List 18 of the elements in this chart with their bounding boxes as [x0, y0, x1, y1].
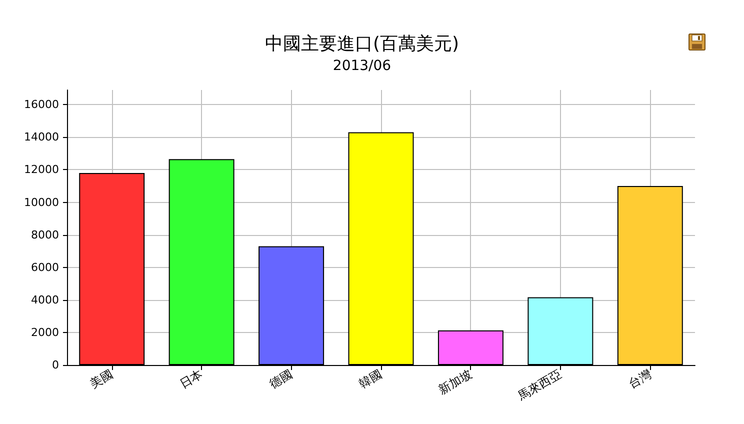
y-tick-label: 14000 [24, 130, 59, 144]
x-tick-label: 台灣 [626, 366, 654, 392]
chart-subtitle: 2013/06 [332, 58, 392, 74]
x-tick-label: 日本 [177, 366, 206, 392]
y-tick-label: 6000 [31, 260, 59, 274]
x-tick-label: 德國 [267, 366, 295, 392]
x-tick-label: 韓國 [356, 366, 384, 392]
x-tick-label: 馬來西亞 [514, 366, 564, 404]
y-tick-label: 2000 [31, 326, 59, 339]
y-tick-label: 8000 [31, 228, 59, 242]
x-tick-label: 新加坡 [436, 366, 474, 398]
y-tick-label: 16000 [24, 98, 59, 112]
y-tick-label: 0 [52, 358, 59, 372]
y-tick-label: 4000 [31, 293, 59, 306]
y-tick-label: 10000 [24, 196, 59, 209]
x-tick-label: 美國 [88, 366, 116, 392]
y-tick-label: 12000 [24, 163, 59, 176]
chart-title: 中國主要進口(百萬美元) [264, 34, 460, 54]
